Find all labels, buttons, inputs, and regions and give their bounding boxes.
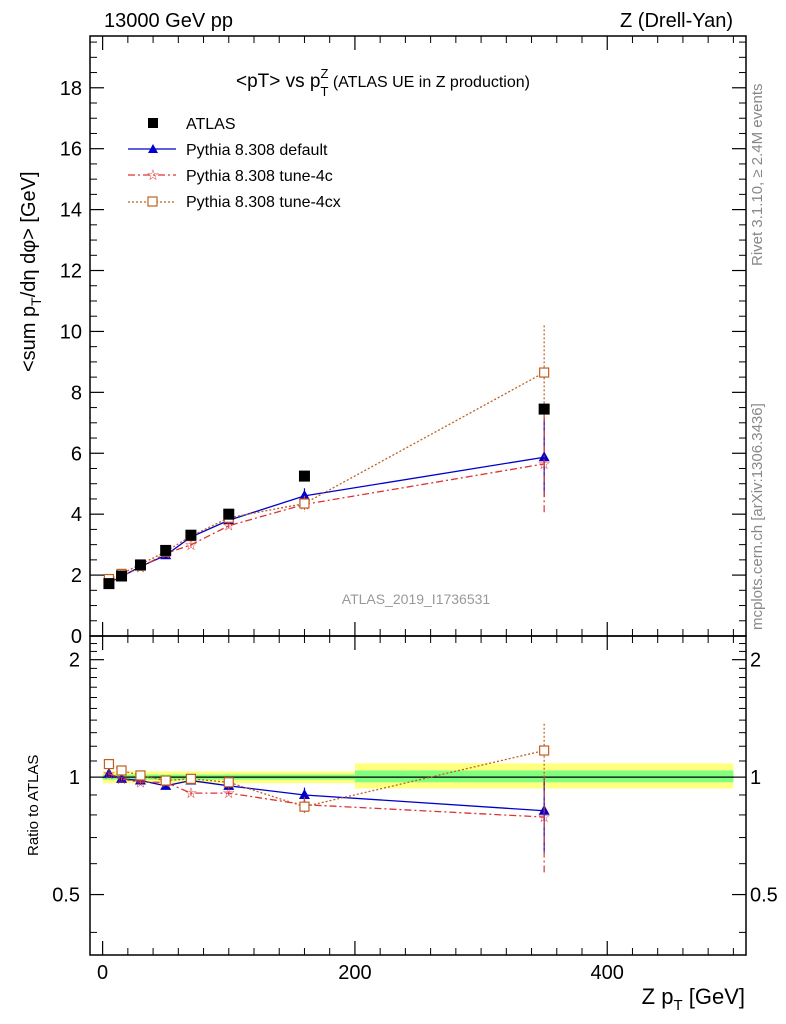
legend-marker-tune4cx (147, 196, 158, 207)
main-ytick-label-16: 16 (60, 139, 82, 161)
ratio-ytick-label-right-1: 1 (750, 767, 761, 789)
ratio-point-default-6 (298, 788, 310, 799)
title-sup: Z (321, 66, 329, 81)
legend-marker-default (148, 144, 158, 153)
main-line-tune4cx (108, 371, 545, 580)
legend-entry-tune4c: ☆ Pythia 8.308 tune-4c (128, 167, 333, 185)
x-axis-label: Z pT [GeV] (642, 984, 745, 1014)
main-line-default (108, 456, 545, 584)
main-point-tune4cx-7 (539, 367, 550, 378)
legend-entry-default: Pythia 8.308 default (128, 142, 328, 159)
main-ytick-label-14: 14 (60, 200, 82, 222)
main-ytick-label-18: 18 (60, 78, 82, 100)
xtick-label-0: 0 (97, 962, 108, 984)
legend-label-tune4c: Pythia 8.308 tune-4c (186, 168, 333, 185)
main-ytick-label-8: 8 (71, 382, 82, 404)
main-line-tune4c (108, 463, 545, 583)
ratio-ytick-label-left-2: 2 (69, 650, 80, 672)
ratio-point-tune4cx-3 (160, 775, 171, 786)
ratio-point-tune4cx-6 (299, 801, 310, 812)
mcplots-label: mcplots.cern.ch [arXiv:1306.3436] (749, 403, 766, 630)
main-plot: ☆☆☆☆☆☆☆☆ (102, 325, 551, 591)
main-point-tune4cx-6 (299, 498, 310, 509)
ratio-point-tune4cx-2 (135, 770, 146, 781)
title-main: <pT> vs p (236, 71, 321, 92)
ratio-ytick-label-left-1: 1 (69, 767, 80, 789)
main-ytick-label-0: 0 (71, 626, 82, 648)
xtick-label-400: 400 (591, 962, 624, 984)
legend-marker-atlas (148, 118, 158, 128)
main-point-atlas-4 (185, 529, 197, 541)
legend: ATLAS Pythia 8.308 default ☆ Pythia 8.30… (128, 116, 341, 211)
legend-entry-atlas: ATLAS (148, 116, 236, 133)
main-ytick-label-4: 4 (71, 504, 82, 526)
main-point-atlas-2 (134, 559, 146, 571)
ratio-frame (89, 635, 747, 956)
main-point-atlas-6 (298, 470, 310, 482)
ratio-point-tune4c-7: ☆ (537, 809, 550, 826)
main-ytick-label-10: 10 (60, 321, 82, 343)
main-point-default-6 (298, 489, 310, 500)
ratio-point-tune4cx-1 (116, 765, 127, 776)
main-ytick-label-2: 2 (71, 565, 82, 587)
header-right: Z (Drell-Yan) (620, 10, 733, 32)
ratio-point-tune4c-5: ☆ (222, 785, 235, 802)
title-sub: T (320, 84, 328, 99)
header-left: 13000 GeV pp (104, 10, 233, 32)
ratio-point-tune4cx-0 (103, 758, 115, 770)
main-ytick-label-6: 6 (71, 443, 82, 465)
y-axis-label-ratio: Ratio to ATLAS (25, 755, 42, 856)
main-point-atlas-7 (538, 403, 550, 415)
ratio-ytick-label-left-0.5: 0.5 (52, 885, 80, 907)
legend-label-tune4cx: Pythia 8.308 tune-4cx (186, 194, 341, 211)
title-rest: (ATLAS UE in Z production) (328, 74, 530, 91)
plot-title: <pT> vs pZ T (ATLAS UE in Z production) (236, 66, 530, 99)
ratio-point-tune4c-0: ☆ (102, 766, 115, 783)
ratio-point-tune4cx-5 (223, 777, 234, 788)
main-point-atlas-1 (116, 570, 128, 582)
legend-label-atlas: ATLAS (186, 116, 236, 133)
xtick-label-200: 200 (338, 962, 371, 984)
legend-entry-tune4cx: Pythia 8.308 tune-4cx (128, 194, 341, 211)
legend-label-default: Pythia 8.308 default (186, 142, 328, 159)
main-point-atlas-0 (103, 578, 115, 590)
ratio-point-tune4c-4: ☆ (184, 785, 197, 802)
ratio-line-tune4c (108, 773, 545, 818)
rivet-label: Rivet 3.1.10, ≥ 2.4M events (749, 84, 766, 267)
ratio-plot: ☆☆☆☆☆☆☆☆ (102, 723, 551, 873)
main-point-tune4c-7: ☆ (537, 456, 550, 473)
main-point-atlas-3 (160, 544, 172, 556)
ratio-ytick-label-right-0.5: 0.5 (750, 885, 778, 907)
analysis-watermark: ATLAS_2019_I1736531 (342, 591, 491, 607)
ratio-ytick-label-right-2: 2 (750, 650, 761, 672)
main-ytick-label-12: 12 (60, 261, 82, 283)
ratio-point-tune4cx-7 (539, 745, 550, 756)
main-point-atlas-5 (223, 508, 235, 520)
y-axis-label-main: <sum pT/dη dφ> [GeV] (18, 171, 44, 372)
ratio-point-tune4cx-4 (185, 773, 197, 784)
legend-marker-tune4c: ☆ (146, 167, 159, 184)
